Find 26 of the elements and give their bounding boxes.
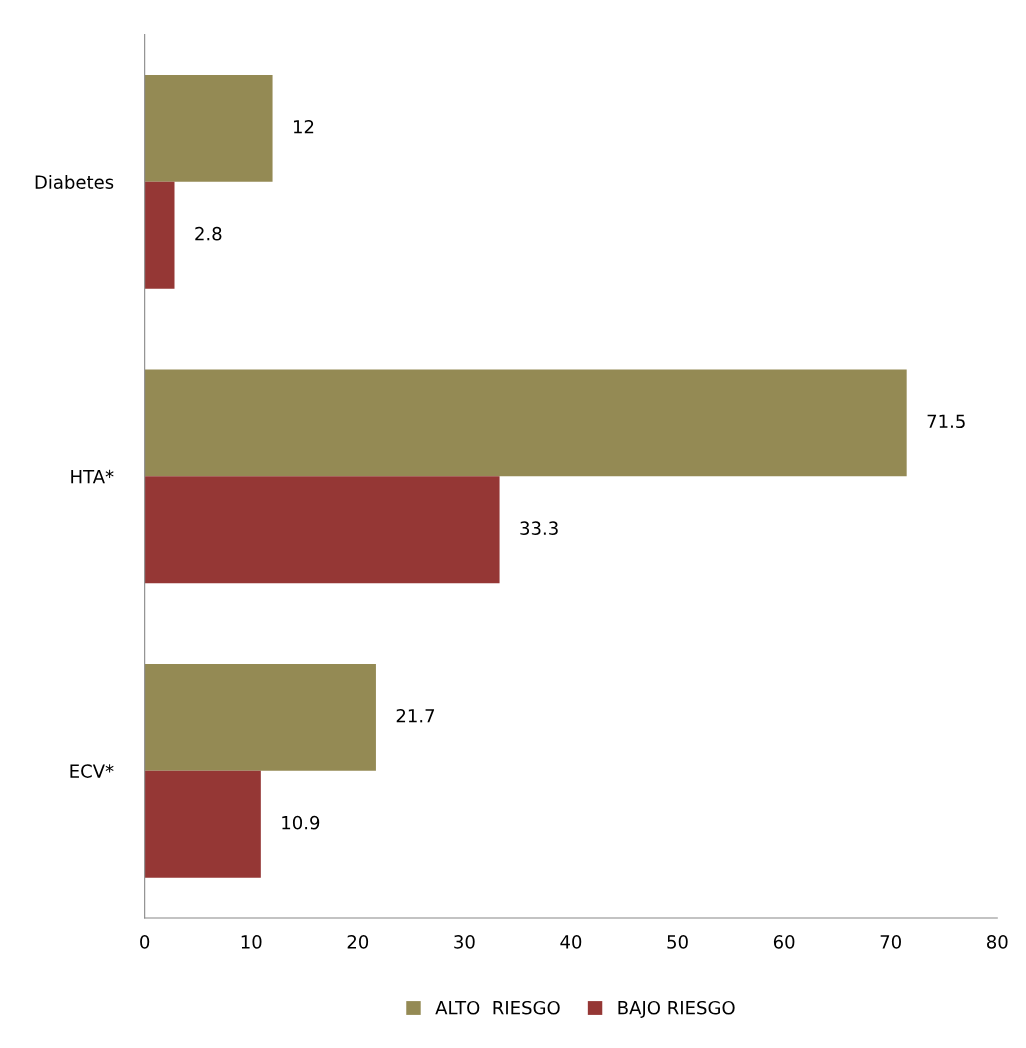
bar	[144, 476, 500, 584]
x-tick-label: 0	[140, 935, 150, 949]
data-label: 12	[293, 119, 314, 134]
x-tick-label: 50	[667, 935, 688, 949]
x-tick-label: 80	[987, 935, 1008, 949]
bar	[144, 770, 261, 878]
bar	[144, 181, 175, 289]
data-label: 10.9	[282, 815, 320, 830]
legend-label: ALTO RIESGO	[435, 1000, 560, 1015]
bar	[144, 663, 376, 771]
data-label: 71.5	[927, 414, 965, 429]
bar	[144, 369, 907, 477]
x-tick-label: 10	[241, 935, 262, 949]
x-tick-label: 60	[773, 935, 795, 949]
x-tick-label: 30	[454, 935, 475, 949]
x-tick-label: 20	[347, 935, 369, 949]
data-label: 2.8	[195, 226, 222, 241]
y-tick-label: Diabetes	[35, 174, 114, 189]
bar	[144, 74, 273, 182]
y-tick-label: ECV*	[70, 764, 114, 778]
legend-label: BAJO RIESGO	[618, 1000, 735, 1018]
x-tick-label: 40	[560, 935, 582, 949]
data-label: 33.3	[520, 521, 558, 535]
y-tick-label: HTA*	[71, 469, 114, 484]
data-label: 21.7	[396, 708, 435, 723]
x-tick-label: 70	[880, 935, 901, 949]
